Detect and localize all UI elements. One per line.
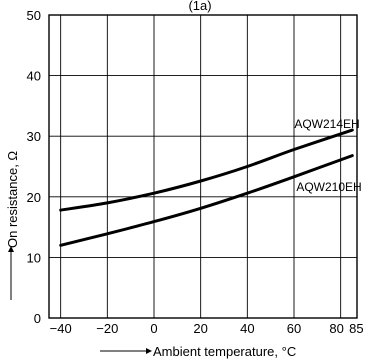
plot-frame xyxy=(48,14,358,319)
x-tick-label: 0 xyxy=(150,321,157,336)
series-line-aqw210eh xyxy=(59,154,354,247)
x-axis-label: Ambient temperature, °C xyxy=(153,344,296,359)
grid xyxy=(49,15,357,318)
series-label-aqw214eh: AQW214EH xyxy=(294,117,359,131)
y-tick-label: 30 xyxy=(27,129,41,144)
y-tick-label: 10 xyxy=(27,250,41,265)
y-axis-label-group: On resistance, Ω xyxy=(5,151,20,300)
series-label-aqw210eh: AQW210EH xyxy=(296,180,361,194)
x-tick-label: −40 xyxy=(50,321,72,336)
x-tick-label: 60 xyxy=(287,321,301,336)
x-axis-label-group: Ambient temperature, °C xyxy=(100,344,296,359)
tick-labels: −40 −20 0 20 40 60 80 85 0 10 20 30 40 50 xyxy=(27,8,364,336)
x-tick-label: 40 xyxy=(240,321,254,336)
x-axis-arrow-head xyxy=(146,348,152,354)
series-group xyxy=(59,128,354,247)
x-tick-label: −20 xyxy=(96,321,118,336)
y-tick-label: 40 xyxy=(27,69,41,84)
y-axis-arrow-head xyxy=(8,246,14,252)
series-labels: AQW214EH AQW210EH xyxy=(294,117,361,194)
chart-title: (1a) xyxy=(188,0,211,13)
x-tick-label: 80 xyxy=(329,321,343,336)
y-tick-label: 20 xyxy=(27,190,41,205)
y-tick-label: 0 xyxy=(34,311,41,326)
y-axis-label: On resistance, Ω xyxy=(5,151,20,248)
y-tick-label: 50 xyxy=(27,8,41,23)
series-line-aqw214eh xyxy=(59,128,354,212)
x-tick-label: 85 xyxy=(349,321,363,336)
x-tick-label: 20 xyxy=(193,321,207,336)
